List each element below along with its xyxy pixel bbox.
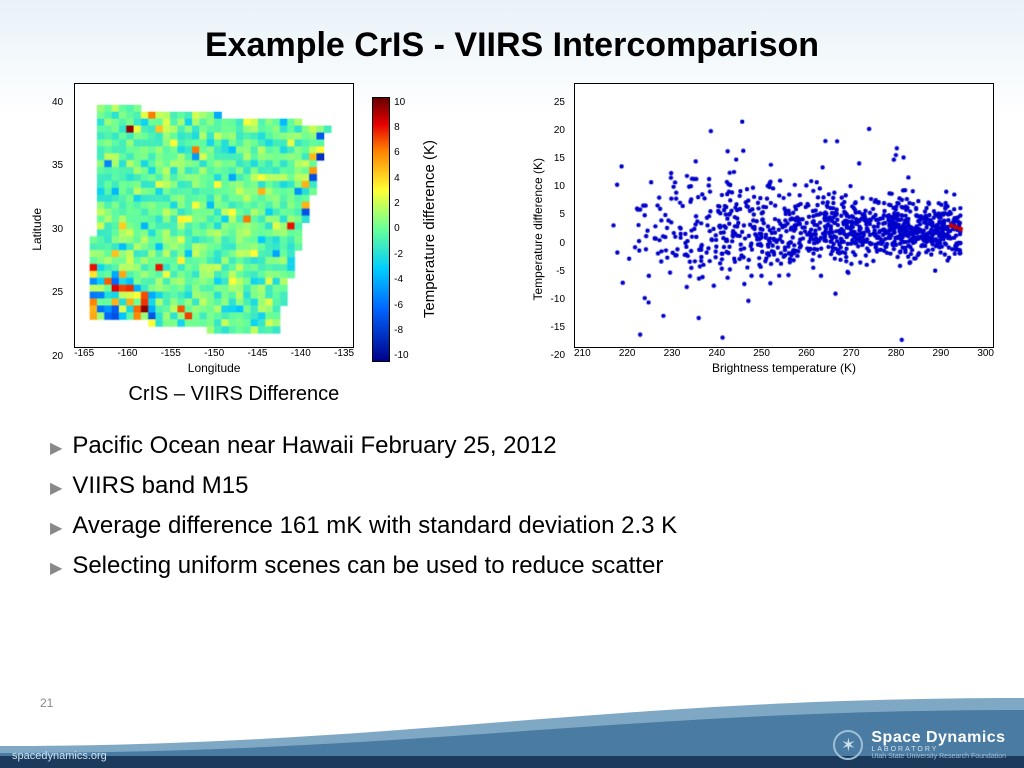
scatter-ylabel: Temperature difference (K)	[531, 158, 545, 301]
scatter-xlabel: Brightness temperature (K)	[574, 361, 994, 375]
bullet-text: VIIRS band M15	[72, 472, 248, 500]
slide-title: Example CrIS - VIIRS Intercomparison	[0, 0, 1024, 65]
star-icon: ✶	[833, 730, 863, 760]
bullet-item: ▶ Pacific Ocean near Hawaii February 25, …	[50, 426, 984, 466]
charts-row: Latitude 4035302520 -165-160-155-150-145…	[0, 65, 1024, 406]
colorbar-ticks: 1086420-2-4-6-8-10	[394, 97, 408, 362]
bullet-icon: ▶	[50, 558, 62, 578]
bullet-text: Average difference 161 mK with standard …	[72, 512, 677, 540]
heatmap-plot	[74, 83, 354, 348]
bullet-item: ▶ Average difference 161 mK with standard…	[50, 506, 984, 546]
org-sub: LABORATORY	[871, 746, 1006, 753]
heatmap-xticks: -165-160-155-150-145-140-135	[74, 348, 354, 359]
heatmap-ylabel: Latitude	[30, 208, 44, 251]
footer-logo: ✶ Space Dynamics LABORATORY Utah State U…	[833, 730, 1006, 760]
org-name: Space Dynamics	[871, 730, 1006, 746]
bullet-list: ▶ Pacific Ocean near Hawaii February 25, …	[0, 406, 1024, 586]
colorbar-label: Temperature difference (K)	[421, 140, 438, 318]
footer-url: spacedynamics.org	[12, 750, 107, 762]
heatmap-yticks: 4035302520	[52, 97, 66, 362]
colorbar	[372, 97, 390, 362]
bullet-icon: ▶	[50, 438, 62, 458]
heatmap-caption: CrIS – VIIRS Difference	[128, 383, 339, 406]
bullet-item: ▶ Selecting uniform scenes can be used to…	[50, 546, 984, 586]
bullet-item: ▶ VIIRS band M15	[50, 466, 984, 506]
heatmap-xlabel: Longitude	[74, 361, 354, 375]
bullet-icon: ▶	[50, 478, 62, 498]
scatter-xticks: 210220230240250260270280290300	[574, 348, 994, 359]
bullet-icon: ▶	[50, 518, 62, 538]
org-tag: Utah State University Research Foundatio…	[871, 753, 1006, 760]
bullet-text: Pacific Ocean near Hawaii February 25, 2…	[72, 432, 556, 460]
heatmap-block: Latitude 4035302520 -165-160-155-150-145…	[30, 83, 438, 406]
footer: spacedynamics.org ✶ Space Dynamics LABOR…	[0, 698, 1024, 768]
bullet-text: Selecting uniform scenes can be used to …	[72, 552, 663, 580]
scatter-plot	[574, 83, 994, 348]
colorbar-wrap: 1086420-2-4-6-8-10 Temperature differenc…	[372, 97, 437, 362]
scatter-yticks: 2520151050-5-10-15-20	[551, 97, 568, 362]
scatter-block: Temperature difference (K) 2520151050-5-…	[531, 83, 994, 406]
